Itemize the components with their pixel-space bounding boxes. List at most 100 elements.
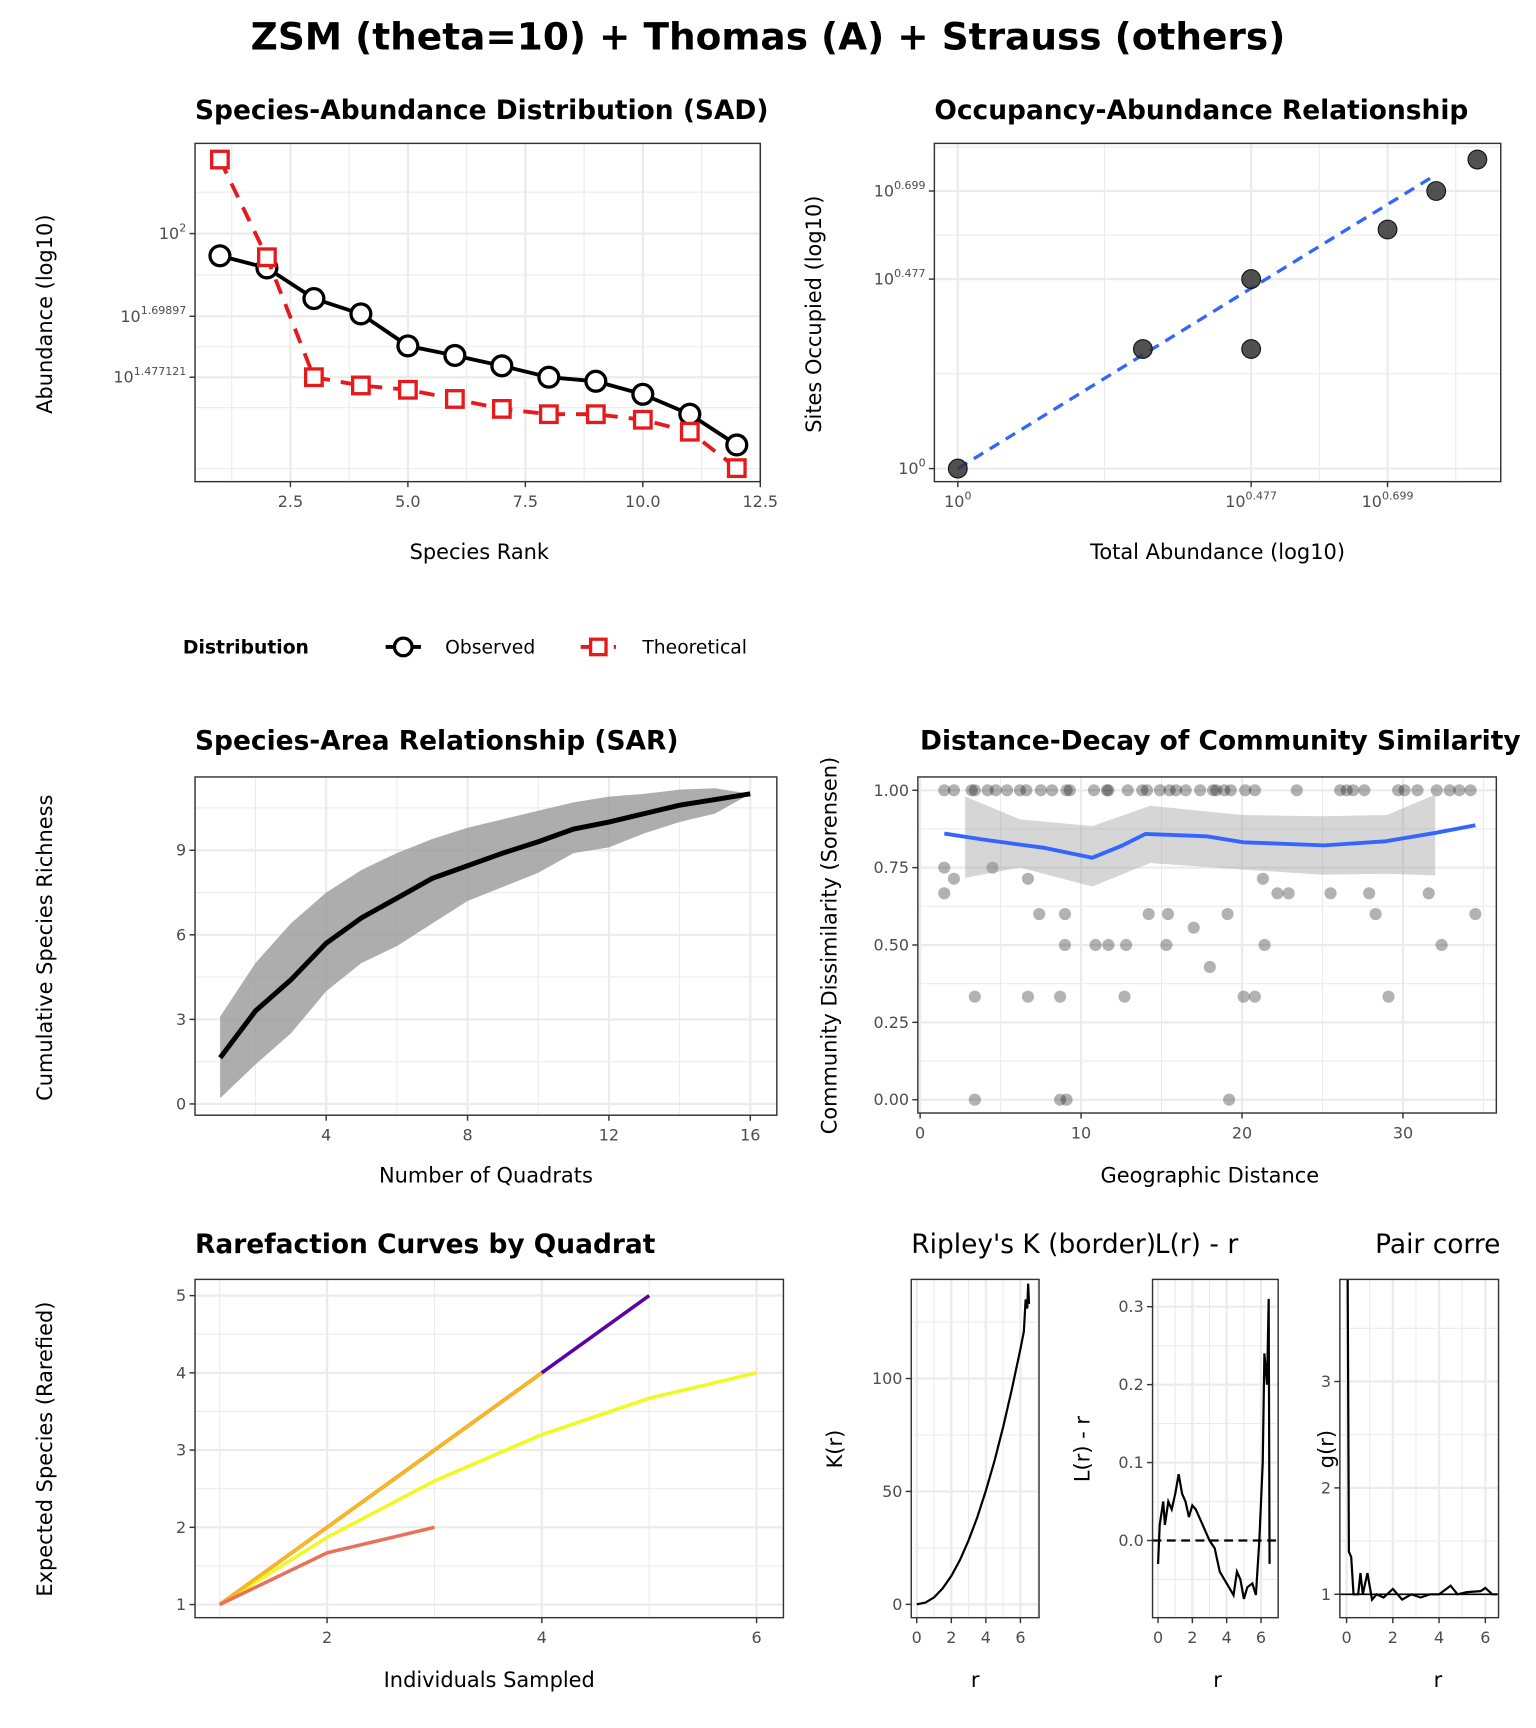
data-point — [1334, 784, 1347, 797]
data-point — [1430, 784, 1443, 797]
y-tick-label: 0 — [892, 1595, 902, 1614]
observed-point — [631, 382, 655, 406]
pair-correlation-panel: 0 2 4 6 1 2 3 — [1321, 1278, 1500, 1647]
data-point — [1340, 784, 1353, 797]
y-tick-label: 101.69897 — [120, 304, 186, 326]
y-tick-label: 1.00 — [873, 781, 909, 800]
observed-point — [725, 433, 749, 457]
data-point — [1063, 784, 1076, 797]
theoretical-point — [632, 409, 653, 430]
data-layer — [916, 1283, 1031, 1606]
occupancy-title: Occupancy-Abundance Relationship — [934, 95, 1468, 126]
data-point — [938, 784, 951, 797]
data-point — [1153, 784, 1166, 797]
x-tick-label: 4 — [537, 1628, 547, 1647]
plot-area — [1339, 1279, 1499, 1618]
y-tick-label: 0.2 — [1118, 1375, 1143, 1394]
l-function-xlabel: r — [1213, 1668, 1222, 1692]
y-tick-label: 100.477 — [874, 267, 926, 289]
rarefaction-curve — [218, 1371, 757, 1607]
data-point — [968, 990, 981, 1003]
sar-xlabel: Number of Quadrats — [379, 1163, 593, 1187]
theoretical-point — [726, 458, 747, 479]
y-tick-label: 2 — [1321, 1478, 1331, 1497]
data-point — [1464, 784, 1477, 797]
sad-legend: Distribution Observed Theoretical — [183, 636, 747, 659]
y-tick-label: 0.00 — [873, 1090, 909, 1109]
theoretical-point — [538, 404, 559, 425]
data-point — [1411, 784, 1424, 797]
theoretical-point — [491, 398, 512, 419]
data-layer — [208, 149, 749, 479]
l-function-line — [1156, 1298, 1271, 1600]
data-point — [1422, 887, 1435, 900]
x-tick-label: 4 — [1434, 1628, 1444, 1647]
theoretical-point — [585, 404, 606, 425]
x-tick-label: 4 — [1222, 1628, 1232, 1647]
data-point — [1013, 784, 1026, 797]
data-point — [1443, 784, 1456, 797]
y-tick-label: 5 — [176, 1286, 186, 1305]
data-point — [1000, 784, 1014, 797]
data-point — [1102, 784, 1115, 797]
observed-point — [208, 244, 232, 268]
gridlines — [911, 1279, 1040, 1618]
data-point — [1398, 784, 1411, 797]
data-point — [1271, 887, 1284, 900]
panel-border — [910, 1278, 1040, 1619]
data-point — [1256, 872, 1270, 885]
data-point — [1239, 784, 1252, 797]
data-point — [1161, 907, 1175, 921]
y-tick-label: 0.75 — [873, 858, 909, 877]
rarefaction-ylabel: Expected Species (Rarefied) — [33, 1302, 57, 1597]
data-point — [1206, 784, 1220, 797]
data-point — [1210, 784, 1223, 797]
x-tick-label: 0 — [915, 1123, 925, 1142]
rarefaction-curve — [218, 1371, 543, 1606]
panel-border — [933, 142, 1502, 483]
smooth-band — [965, 794, 1436, 887]
panel-border — [1151, 1278, 1279, 1619]
data-point — [947, 458, 968, 479]
legend-theoretical-label: Theoretical — [641, 638, 747, 659]
x-tick-label: 4 — [321, 1126, 331, 1145]
pair-correlation-title: Pair corre — [1375, 1229, 1500, 1260]
data-point — [1142, 907, 1155, 921]
theoretical-point — [210, 149, 230, 170]
gridlines — [195, 1279, 784, 1618]
data-point — [1132, 339, 1153, 359]
legend-theoretical-marker — [588, 637, 608, 657]
occupancy-ylabel: Sites Occupied (log10) — [802, 196, 826, 433]
x-tick-label: 2 — [1187, 1628, 1197, 1647]
x-tick-label: 6 — [1480, 1628, 1490, 1647]
x-tick-label: 100.699 — [1362, 489, 1414, 511]
data-point — [1054, 1093, 1067, 1106]
data-point — [1218, 784, 1231, 797]
data-point — [947, 872, 960, 885]
rarefaction-curve — [218, 1525, 435, 1607]
data-layer — [218, 788, 751, 1099]
plot-area — [195, 1279, 784, 1618]
data-point — [1194, 784, 1207, 797]
y-tick-label: 1 — [1321, 1585, 1331, 1604]
y-tick-label: 0.25 — [873, 1013, 909, 1032]
ripley-k-ylabel: K(r) — [823, 1430, 847, 1469]
data-point — [1058, 938, 1072, 952]
data-point — [1163, 784, 1176, 797]
data-point — [1060, 784, 1073, 797]
data-point — [1369, 907, 1382, 921]
ripley-k-xlabel: r — [971, 1668, 980, 1692]
data-point — [1100, 784, 1113, 797]
observed-point — [584, 369, 608, 393]
y-tick-label: 1 — [176, 1595, 186, 1614]
panel-border — [194, 142, 762, 483]
sad-xlabel: Species Rank — [410, 540, 550, 564]
distance-decay-xlabel: Geographic Distance — [1101, 1163, 1320, 1187]
y-tick-label: 50 — [882, 1482, 902, 1501]
data-point — [938, 887, 951, 900]
x-tick-label: 0 — [1153, 1628, 1163, 1647]
x-tick-label: 2.5 — [278, 492, 303, 511]
ripley-k-line — [916, 1283, 1031, 1606]
y-tick-label: 6 — [176, 925, 186, 944]
x-tick-label: 10 — [1071, 1123, 1091, 1142]
